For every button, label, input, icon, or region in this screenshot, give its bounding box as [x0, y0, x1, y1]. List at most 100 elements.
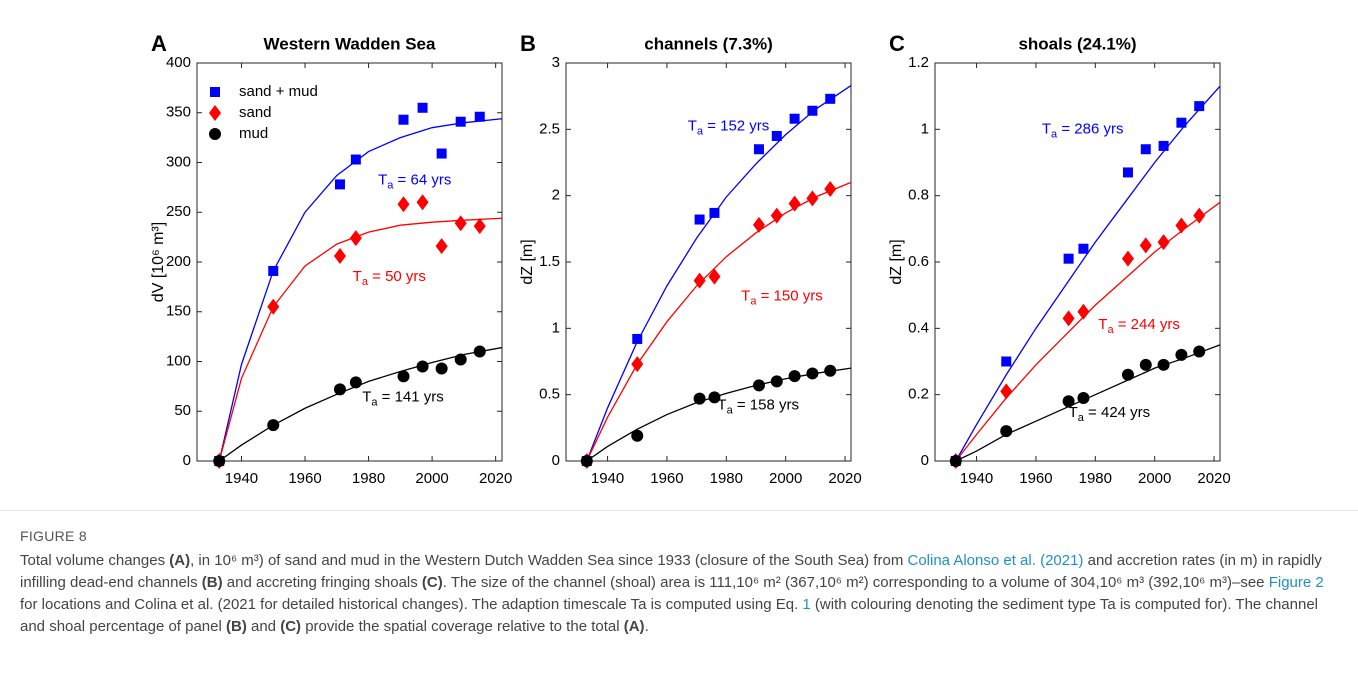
marker: [397, 196, 410, 213]
marker: [1000, 383, 1013, 400]
y-axis-label: dV [10⁶ m³]: [150, 222, 167, 302]
chart-title: shoals (24.1%): [1018, 34, 1136, 53]
x-tick-label: 1980: [1079, 470, 1112, 487]
marker: [435, 238, 448, 255]
marker: [807, 105, 818, 116]
y-tick-label: 50: [174, 402, 191, 419]
marker: [1001, 356, 1012, 367]
marker: [268, 265, 279, 276]
annotation-sub: a: [1051, 128, 1058, 140]
x-tick-label: 2000: [769, 470, 802, 487]
caption-link[interactable]: Colina Alonso et al. (2021): [907, 552, 1084, 569]
marker: [1193, 207, 1206, 224]
marker: [454, 353, 467, 366]
fit-line: [218, 217, 503, 462]
annotation-rest: = 244 yrs: [1114, 316, 1180, 333]
fit-line: [586, 367, 852, 462]
marker: [334, 179, 345, 190]
caption-link[interactable]: 1: [802, 596, 811, 613]
marker: [267, 298, 280, 315]
marker: [398, 114, 409, 125]
marker: [752, 216, 765, 233]
annotation-sub: a: [387, 179, 394, 191]
marker: [580, 455, 593, 467]
y-axis-label: dZ [m]: [888, 239, 905, 284]
marker: [1157, 358, 1170, 371]
y-tick-label: 0.5: [539, 386, 560, 403]
y-tick-label: 400: [166, 54, 191, 71]
marker: [708, 268, 721, 285]
y-tick-label: 0: [921, 452, 929, 469]
annotation: Ta = 286 yrs: [1042, 120, 1124, 140]
fit-line: [218, 118, 503, 462]
marker: [333, 383, 346, 396]
fit-line: [586, 181, 852, 462]
panel-letter: A: [151, 31, 167, 56]
x-tick-label: 1960: [288, 470, 321, 487]
fit-line: [955, 201, 1221, 462]
annotation: Ta = 158 yrs: [717, 396, 799, 416]
marker: [824, 364, 837, 377]
marker: [1139, 358, 1152, 371]
caption-run: and accreting fringing shoals: [222, 574, 422, 591]
annotation-text: T: [717, 396, 726, 413]
marker: [824, 181, 837, 198]
caption: FIGURE 8 Total volume changes (A), in 10…: [20, 528, 1338, 638]
marker: [416, 194, 429, 211]
y-tick-label: 0: [183, 452, 191, 469]
marker: [1078, 243, 1089, 254]
marker: [436, 148, 447, 159]
caption-run: (B): [201, 574, 223, 591]
marker: [1077, 391, 1090, 404]
annotation-sub: a: [697, 126, 704, 138]
marker: [1193, 345, 1206, 358]
marker: [454, 215, 467, 232]
marker: [949, 455, 962, 467]
x-tick-label: 2020: [828, 470, 861, 487]
marker: [333, 248, 346, 265]
annotation-text: T: [353, 268, 362, 285]
marker: [1062, 395, 1075, 408]
annotation: Ta = 424 yrs: [1069, 404, 1151, 424]
marker: [1000, 425, 1013, 438]
caption-run: (C): [280, 618, 302, 635]
marker: [349, 376, 362, 389]
x-tick-label: 2020: [1197, 470, 1230, 487]
marker: [350, 154, 361, 165]
y-tick-label: 1.2: [908, 54, 929, 71]
annotation-text: T: [741, 287, 750, 304]
caption-run: (A): [623, 618, 645, 635]
marker: [753, 144, 764, 155]
marker: [693, 392, 706, 405]
marker: [771, 130, 782, 141]
caption-text: Total volume changes (A), in 10⁶ m³) of …: [20, 550, 1338, 638]
annotation: Ta = 50 yrs: [353, 268, 426, 288]
caption-link[interactable]: Figure 2: [1268, 574, 1324, 591]
x-tick-label: 1940: [591, 470, 624, 487]
marker: [788, 370, 801, 383]
y-tick-label: 1.5: [539, 253, 560, 270]
annotation-rest: = 50 yrs: [368, 268, 426, 285]
marker: [1062, 310, 1075, 327]
marker: [806, 367, 819, 380]
legend-label: sand + mud: [239, 83, 318, 100]
marker: [1194, 101, 1205, 112]
y-tick-label: 2: [552, 187, 560, 204]
annotation-rest: = 141 yrs: [378, 388, 444, 405]
separator: [0, 510, 1358, 511]
caption-run: (B): [226, 618, 247, 635]
marker: [1121, 250, 1134, 267]
marker: [416, 360, 429, 373]
y-tick-label: 350: [166, 104, 191, 121]
y-axis-label: dZ [m]: [519, 239, 536, 284]
annotation-text: T: [362, 388, 371, 405]
marker: [473, 218, 486, 235]
marker: [1063, 253, 1074, 264]
annotation-rest: = 150 yrs: [756, 287, 822, 304]
x-tick-label: 2000: [1138, 470, 1171, 487]
y-tick-label: 0.2: [908, 386, 929, 403]
annotation-sub: a: [371, 396, 378, 408]
x-tick-label: 2000: [415, 470, 448, 487]
